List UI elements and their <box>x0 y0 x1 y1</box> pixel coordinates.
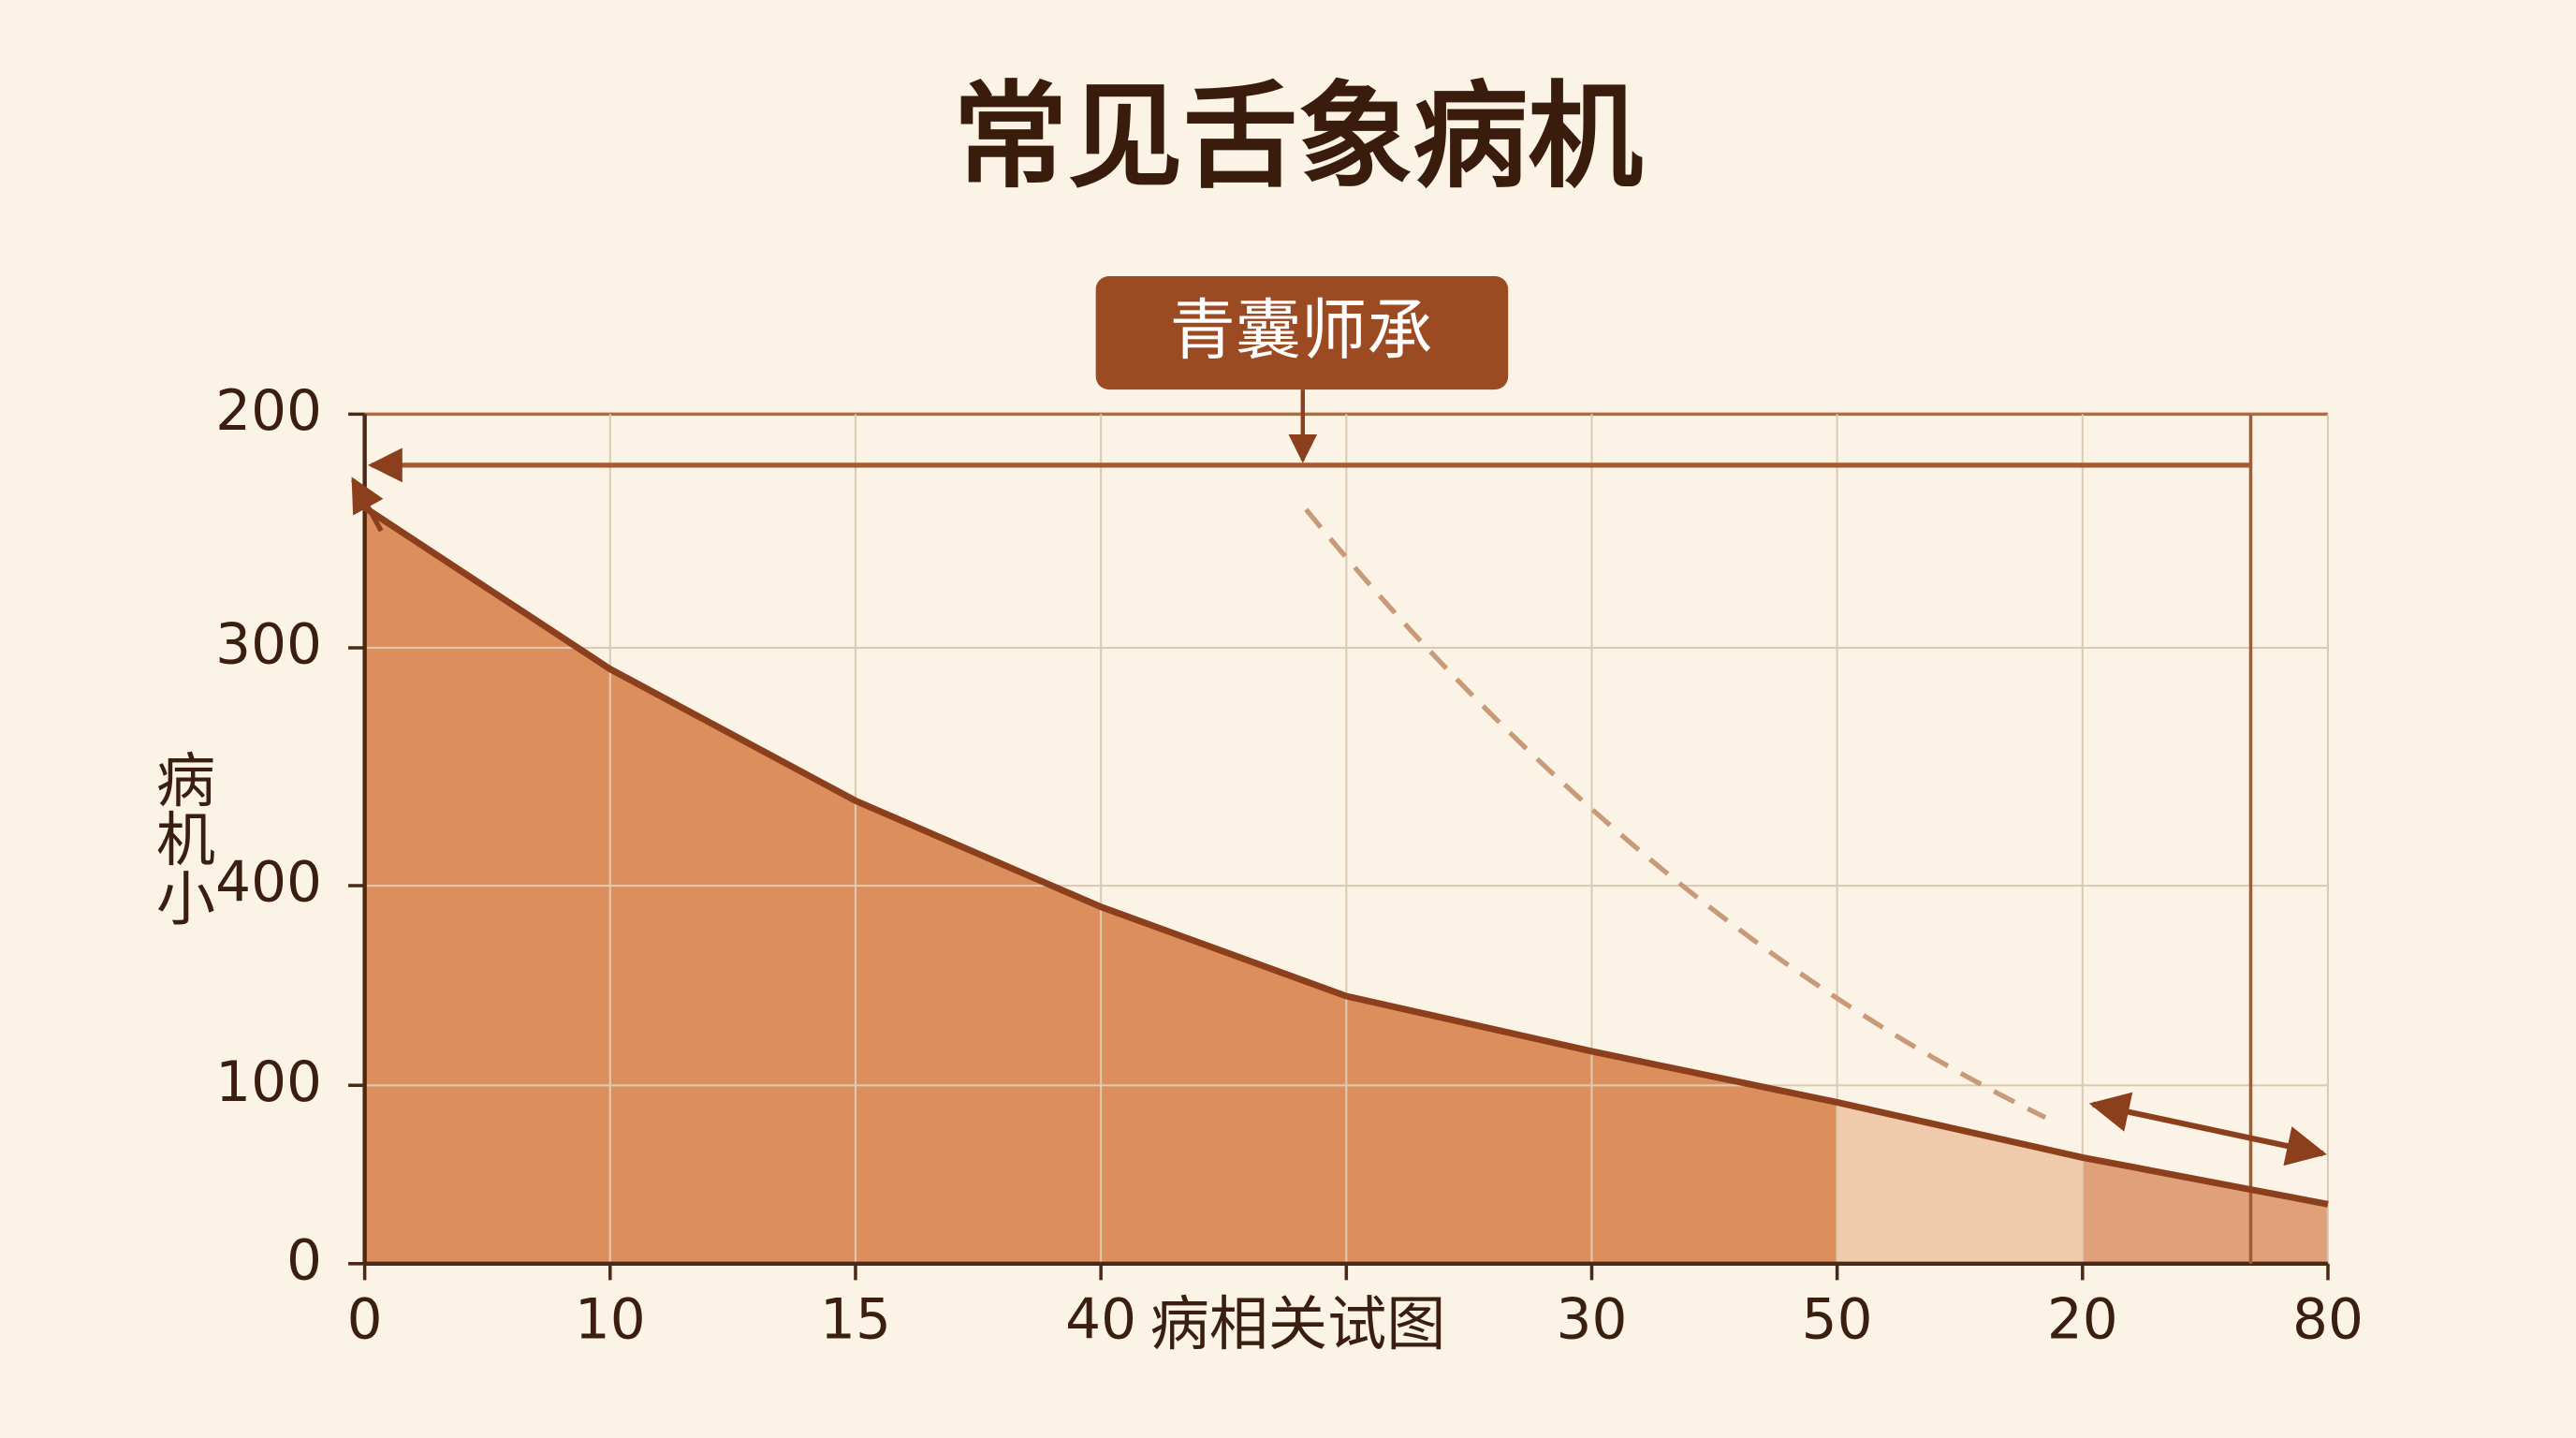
area-segment <box>1837 1102 2083 1264</box>
area-segment <box>609 668 856 1264</box>
x-tick-label: 10 <box>575 1288 646 1353</box>
area-line <box>362 505 2329 1208</box>
double-arrow <box>2088 1092 2327 1167</box>
y-tick-label: 400 <box>215 851 322 916</box>
area-segment <box>2082 1157 2328 1264</box>
area-segment <box>1591 1050 1837 1264</box>
y-axis-label: 病机小 <box>147 749 216 927</box>
trend-dashed <box>1304 507 2047 1120</box>
x-tick-label: 15 <box>820 1288 891 1353</box>
x-tick-label: 50 <box>1802 1288 1873 1353</box>
y-tick-label: 200 <box>215 379 322 444</box>
y-tick-label: 100 <box>215 1050 322 1115</box>
area-segment <box>1346 995 1592 1264</box>
chart-title: 常见舌象病机 <box>953 69 1643 203</box>
x-axis-label: 病相关试图 <box>1150 1289 1446 1358</box>
y-tick-label: 300 <box>215 613 322 678</box>
annotation: 青囊师承 <box>1170 292 1433 369</box>
x-tick-label: 0 <box>347 1288 383 1353</box>
y-tick-label: 0 <box>286 1228 322 1293</box>
area-segment <box>855 800 1102 1264</box>
start-arrow <box>351 477 384 533</box>
x-tick-label: 80 <box>2292 1288 2364 1353</box>
x-tick-label: 40 <box>1065 1288 1136 1353</box>
x-tick-label: 30 <box>1557 1288 1628 1353</box>
x-tick-label: 20 <box>2047 1288 2118 1353</box>
annotation-box <box>1095 276 1509 390</box>
